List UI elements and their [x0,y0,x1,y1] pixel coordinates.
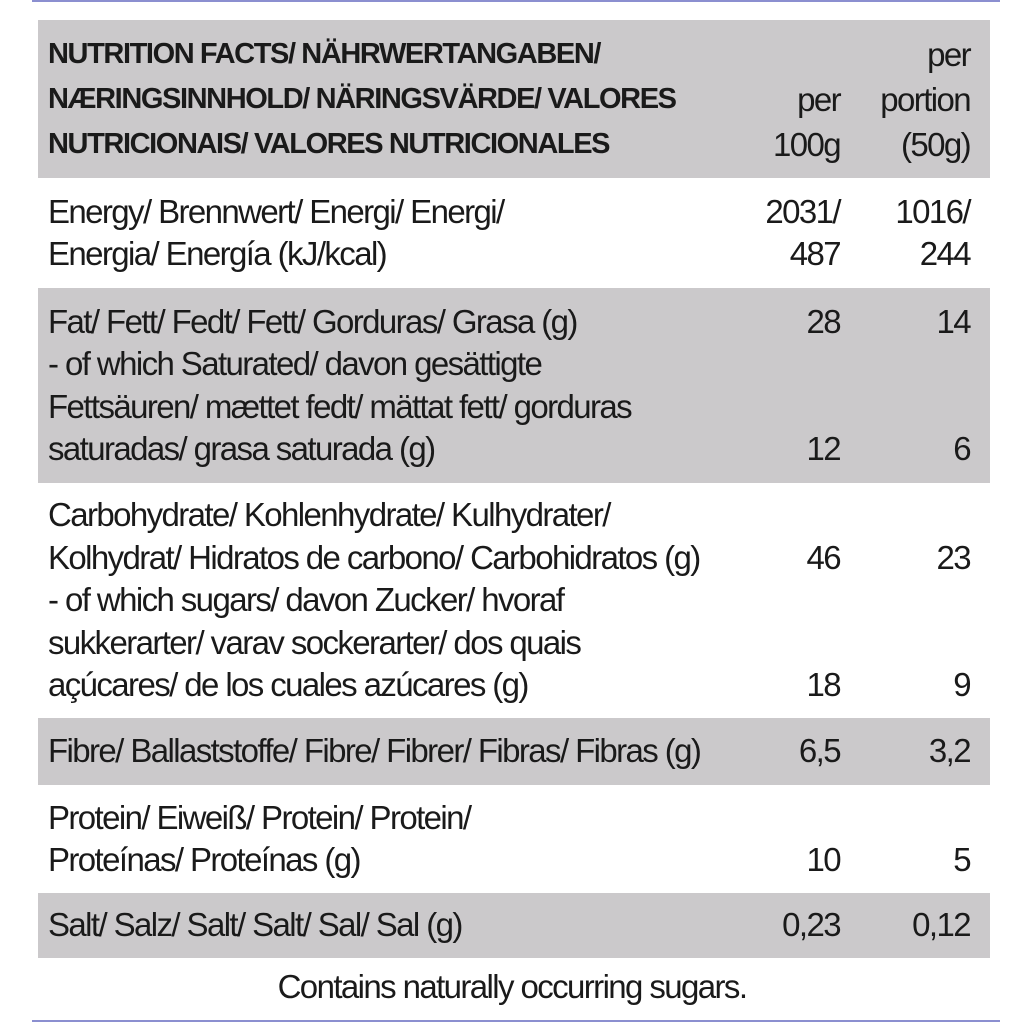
nutrient-label: - of which Saturated/ davon gesättigte [48,345,543,382]
nutrient-label: Fibre/ Ballaststoffe/ Fibre/ Fibrer/ Fib… [48,732,702,770]
value-per-100g: 2031/ [765,192,841,230]
nutrient-label: Fettsäuren/ mættet fedt/ mättat fett/ go… [48,387,633,425]
table-line: Protein/ Eiweiß/ Protein/ Protein/ [38,797,990,840]
nutrient-label: NUTRITION FACTS/ NÄHRWERTANGABEN/ [48,37,601,70]
value-per-portion: 23 [936,538,971,576]
table-line: Kolhydrat/ Hidratos de carbono/ Carbohid… [38,537,990,580]
nutrient-label: Salt/ Salz/ Salt/ Salt/ Sal/ Sal (g) [48,906,463,944]
top-rule [32,0,1000,2]
nutrient-label: Energia/ Energía (kJ/kcal) [48,235,388,272]
footnote: Contains naturally occurring sugars. [277,968,748,1005]
table-line: saturadas/ grasa saturada (g) 12 6 [38,428,990,471]
value-per-100g: 46 [806,538,841,576]
value-per-portion: 9 [953,666,971,704]
value-per-100g: 12 [806,430,841,467]
nutrient-label: Energy/ Brennwert/ Energi/ Energi/ [48,192,505,230]
row-energy: Energy/ Brennwert/ Energi/ Energi/2031/1… [38,178,990,288]
table-line: NÆRINGSINNHOLD/ NÄRINGSVÄRDE/ VALORES per… [38,77,990,122]
table-line: Proteínas/ Proteínas (g) 10 5 [38,839,990,882]
value-per-100g: 28 [806,302,841,340]
row-fat: Fat/ Fett/ Fedt/ Fett/ Gorduras/ Grasa (… [38,288,990,483]
table-line: açúcares/ de los cuales azúcares (g) 18 9 [38,664,990,707]
row-protein: Protein/ Eiweiß/ Protein/ Protein/Proteí… [38,785,990,893]
row-fibre: Fibre/ Ballaststoffe/ Fibre/ Fibrer/ Fib… [38,718,990,785]
table-line: NUTRICIONAIS/ VALORES NUTRICIONALES 100g (… [38,122,990,167]
table-line: Fibre/ Ballaststoffe/ Fibre/ Fibrer/ Fib… [38,730,990,773]
nutrient-label: açúcares/ de los cuales azúcares (g) [48,666,529,704]
nutrient-label: Proteínas/ Proteínas (g) [48,841,362,878]
table-line: Salt/ Salz/ Salt/ Salt/ Sal/ Sal (g) 0,23… [38,904,990,947]
value-per-100g: 487 [789,235,842,272]
table-line: Energia/ Energía (kJ/kcal) 487 244 [38,233,990,276]
value-per-portion: 14 [936,302,971,340]
value-per-portion: 1016/ [895,192,971,230]
value-per-portion: 0,12 [912,906,971,944]
value-per-portion: 3,2 [928,732,972,770]
nutrient-label: Fat/ Fett/ Fedt/ Fett/ Gorduras/ Grasa (… [48,302,578,340]
value-per-portion: (50g) [900,125,972,163]
table-line: - of which sugars/ davon Zucker/ hvoraf [38,579,990,622]
nutrition-table: NUTRITION FACTS/ NÄHRWERTANGABEN/per NÆRI… [38,20,990,958]
nutrient-label: Protein/ Eiweiß/ Protein/ Protein/ [48,798,472,836]
row-salt: Salt/ Salz/ Salt/ Salt/ Sal/ Sal (g) 0,23… [38,893,990,958]
value-per-portion: per [927,35,972,73]
value-per-100g: 10 [806,841,841,878]
row-header: NUTRITION FACTS/ NÄHRWERTANGABEN/per NÆRI… [38,20,990,178]
nutrient-label: Kolhydrat/ Hidratos de carbono/ Carbohid… [48,538,701,576]
value-per-100g: per [797,80,842,118]
nutrient-label: saturadas/ grasa saturada (g) [48,430,436,467]
bottom-rule [32,1020,1000,1022]
value-per-100g: 6,5 [798,732,842,770]
table-line: Fat/ Fett/ Fedt/ Fett/ Gorduras/ Grasa (… [38,301,990,344]
nutrient-label: - of which sugars/ davon Zucker/ hvoraf [48,581,565,619]
table-line: Energy/ Brennwert/ Energi/ Energi/2031/1… [38,191,990,234]
table-line: Fettsäuren/ mættet fedt/ mättat fett/ go… [38,386,990,429]
value-per-100g: 100g [772,125,842,163]
table-line: sukkerarter/ varav sockerarter/ dos quai… [38,622,990,665]
nutrient-label: NUTRICIONAIS/ VALORES NUTRICIONALES [48,127,610,160]
nutrient-label: sukkerarter/ varav sockerarter/ dos quai… [48,623,582,661]
table-line: - of which Saturated/ davon gesättigte [38,343,990,386]
value-per-portion: 5 [953,841,971,878]
table-line: Carbohydrate/ Kohlenhydrate/ Kulhydrater… [38,494,990,537]
value-per-portion: 244 [919,235,972,272]
value-per-portion: 6 [953,430,971,467]
nutrient-label: NÆRINGSINNHOLD/ NÄRINGSVÄRDE/ VALORES [48,82,677,115]
table-line: NUTRITION FACTS/ NÄHRWERTANGABEN/per [38,32,990,77]
value-per-portion: portion [880,80,971,118]
value-per-100g: 0,23 [782,906,841,944]
nutrient-label: Carbohydrate/ Kohlenhydrate/ Kulhydrater… [48,496,611,534]
row-carbohydrate: Carbohydrate/ Kohlenhydrate/ Kulhydrater… [38,483,990,718]
value-per-100g: 18 [806,666,841,704]
